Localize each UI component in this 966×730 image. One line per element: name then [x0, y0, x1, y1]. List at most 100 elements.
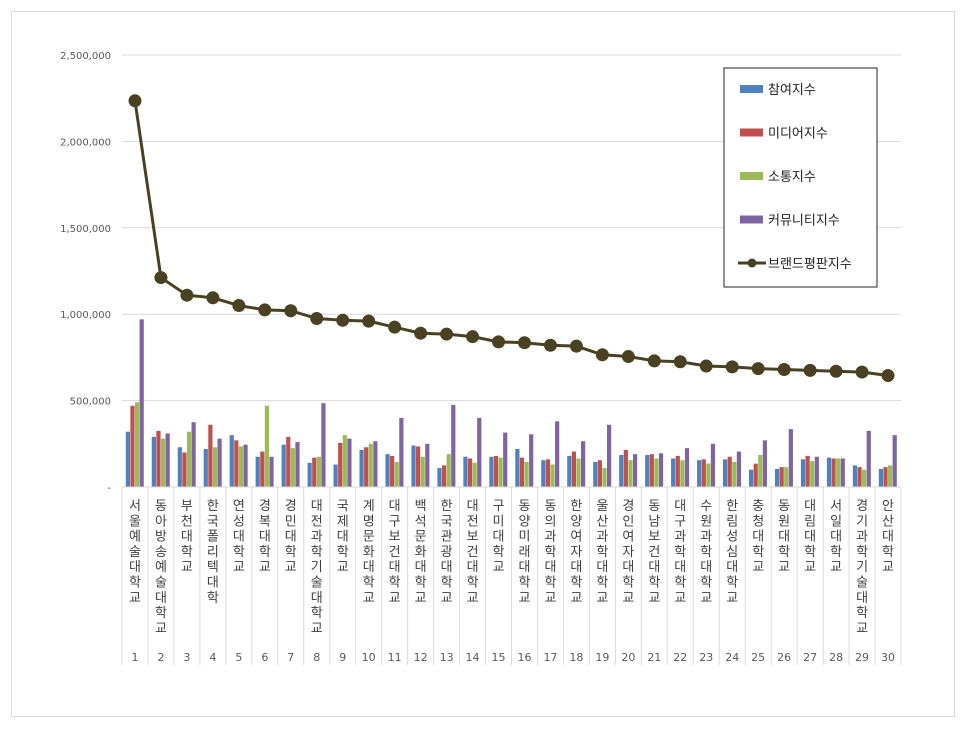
bar-4	[139, 319, 144, 487]
bar-1	[826, 457, 832, 487]
bar-4	[347, 438, 352, 487]
bar-4	[606, 424, 612, 487]
bar-4	[788, 429, 793, 487]
brand-index-point	[699, 359, 713, 373]
bar-4	[710, 443, 716, 487]
brand-index-point	[621, 350, 635, 364]
rank-label: 5	[235, 651, 242, 664]
brand-index-point	[154, 271, 168, 285]
brand-index-point	[310, 312, 324, 326]
bar-4	[295, 442, 300, 487]
bar-4	[503, 432, 508, 487]
bar-2	[883, 467, 888, 487]
bar-3	[706, 463, 711, 487]
rank-label: 27	[803, 651, 817, 664]
y-tick-label: 1,000,000	[60, 310, 111, 321]
bar-1	[748, 469, 754, 487]
bar-3	[680, 460, 685, 487]
brand-index-point	[180, 288, 194, 302]
bar-1	[151, 436, 156, 487]
rank-label: 23	[699, 651, 713, 664]
x-axis: 서 울 예 술 대 학 교 1 동 아 방 송 예 술 대 학 교 2 부 천 대 학 교 3 한 국 폴 리 텍 대 학 4 연 성 대 학 교 5 경 복…	[121, 486, 902, 665]
rank-label: 13	[440, 651, 454, 664]
bar-3	[368, 443, 373, 487]
bar-2	[779, 467, 784, 487]
rank-label: 3	[183, 651, 190, 664]
bar-4	[191, 422, 196, 487]
bar-2	[130, 405, 135, 487]
brand-index-point	[362, 314, 376, 328]
bar-4	[684, 448, 690, 487]
brand-index-point	[829, 364, 843, 378]
bar-3	[290, 448, 295, 487]
bar-4	[529, 434, 534, 487]
brand-index-point	[777, 362, 791, 376]
bar-1	[229, 435, 234, 487]
bar-2	[701, 459, 706, 487]
bar-2	[831, 458, 836, 487]
bar-2	[675, 455, 680, 487]
bar-4	[477, 417, 482, 487]
bar-2	[182, 452, 187, 487]
bar-2	[312, 457, 317, 487]
rank-label: 11	[388, 651, 402, 664]
bar-2	[571, 451, 577, 487]
bar-1	[671, 458, 676, 487]
legend-label: 커뮤니티지수	[768, 214, 840, 229]
bar-4	[373, 441, 378, 487]
brand-index-point	[543, 338, 557, 352]
brand-index-point	[388, 320, 402, 334]
rank-label: 4	[209, 651, 216, 664]
bar-4	[736, 451, 742, 487]
bar-1	[541, 460, 546, 487]
bar-4	[399, 417, 404, 487]
legend-swatch	[740, 215, 763, 224]
y-tick-label: -	[107, 483, 111, 494]
legend-label: 참여지수	[768, 83, 816, 98]
bar-4	[762, 440, 767, 487]
brand-index-point	[881, 369, 895, 383]
rank-label: 10	[362, 651, 376, 664]
brand-index-point	[595, 348, 609, 362]
rank-label: 24	[725, 651, 739, 664]
bar-4	[451, 404, 456, 487]
bar-4	[581, 441, 586, 487]
rank-label: 14	[466, 651, 480, 664]
bar-4	[892, 435, 897, 487]
bar-2	[364, 447, 369, 487]
rank-label: 18	[569, 651, 583, 664]
brand-index-point	[517, 336, 531, 350]
bar-3	[888, 465, 893, 487]
bar-4	[840, 458, 845, 487]
brand-index-point	[751, 362, 765, 376]
bar-3	[758, 455, 763, 487]
brand-index-point	[284, 304, 298, 318]
legend-swatch	[740, 85, 763, 93]
bar-3	[654, 458, 659, 487]
bar-1	[385, 454, 390, 487]
rank-label: 29	[855, 651, 869, 664]
bar-1	[307, 462, 312, 487]
bar-3	[212, 447, 218, 487]
bar-2	[857, 467, 862, 487]
bar-1	[177, 447, 182, 487]
bar-4	[632, 454, 638, 487]
bar-1	[800, 459, 806, 487]
rank-label: 22	[673, 651, 687, 664]
bar-2	[623, 449, 628, 487]
line-series	[128, 94, 895, 383]
brand-index-point	[466, 330, 480, 344]
